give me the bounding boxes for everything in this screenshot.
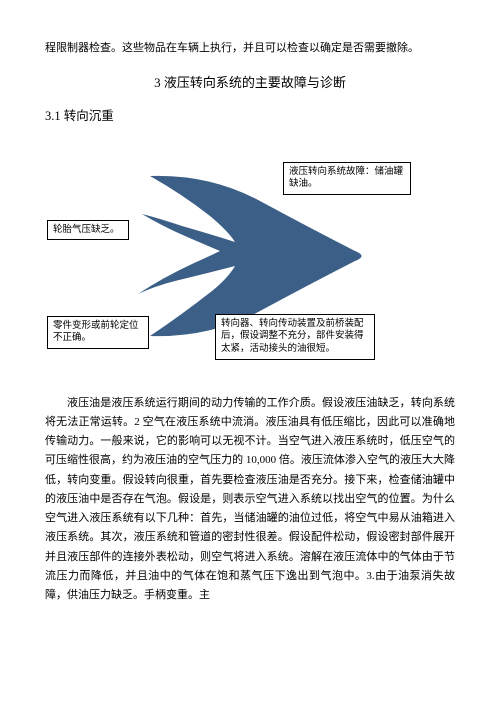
fishbone-diagram: 液压转向系统故障：储油罐缺油。 轮胎气压缺乏。 零件变形或前轮定位不正确。 转向…: [45, 136, 455, 376]
subsection-title: 3.1 转向沉重: [45, 105, 455, 124]
shape-path: [138, 175, 362, 335]
label-bottom: 转向器、转向传动装置及前桥装配后，假设调整不充分，部件安装得太紧，活动接头的油很…: [215, 314, 375, 360]
label-top: 液压转向系统故障：储油罐缺油。: [283, 162, 411, 196]
intro-text: 程限制器检查。这些物品在车辆上执行，并且可以检查以确定是否需要撤除。: [45, 40, 455, 58]
section-title: 3 液压转向系统的主要故障与诊断: [45, 72, 455, 91]
body-paragraph: 液压油是液压系统运行期间的动力传输的工作介质。假设液压油缺乏，转向系统将无法正常…: [45, 394, 455, 606]
label-left-upper: 轮胎气压缺乏。: [47, 220, 129, 241]
label-left-lower: 零件变形或前轮定位不正确。: [47, 316, 149, 350]
